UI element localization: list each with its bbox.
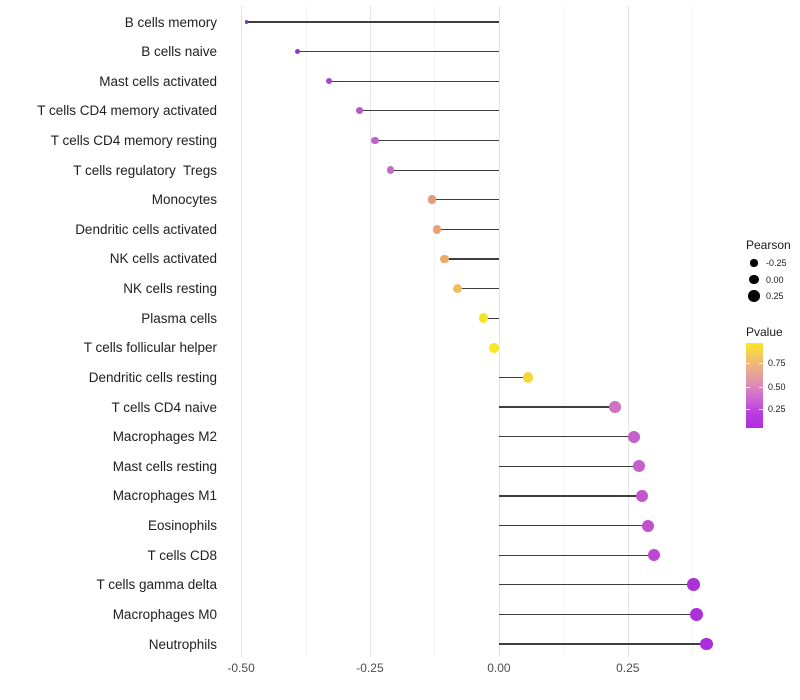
lollipop-stick [437, 228, 499, 230]
data-point [633, 460, 646, 473]
category-label: Plasma cells [141, 310, 217, 326]
category-label: Dendritic cells resting [88, 369, 217, 385]
data-point [453, 284, 463, 294]
lollipop-stick [297, 51, 499, 53]
data-point [488, 342, 499, 353]
lollipop-stick [483, 317, 499, 319]
grid-minor-line [692, 6, 694, 657]
data-point [244, 20, 248, 24]
lollipop-stick [498, 524, 649, 527]
color-legend-title: Pvalue [746, 325, 783, 339]
category-label: Macrophages M1 [112, 488, 217, 504]
colorbar-tick [746, 409, 750, 410]
data-point [371, 136, 379, 145]
size-legend-dot [749, 274, 759, 285]
category-label: T cells gamma delta [96, 577, 217, 593]
category-label: Neutrophils [148, 636, 217, 652]
data-point [642, 519, 655, 532]
lollipop-stick [498, 376, 529, 379]
grid-minor-line [305, 6, 307, 657]
x-tick-label: -0.50 [227, 661, 255, 675]
data-point [325, 78, 332, 85]
data-point [440, 254, 450, 264]
colorbar-tick [759, 363, 763, 364]
data-point [427, 195, 437, 204]
pvalue-colorbar [746, 343, 763, 428]
size-legend-label: 0.25 [766, 291, 784, 301]
category-label: Dendritic cells activated [75, 221, 217, 237]
data-point [478, 313, 489, 323]
category-label: T cells CD4 memory activated [37, 103, 217, 119]
category-label: NK cells resting [123, 281, 217, 297]
grid-minor-line [434, 6, 436, 657]
lollipop-stick [246, 21, 499, 23]
category-label: B cells memory [124, 14, 217, 30]
colorbar-tick-label: 0.25 [768, 404, 786, 414]
x-tick-label: -0.25 [356, 661, 384, 675]
data-point [628, 430, 640, 443]
colorbar-tick [746, 363, 750, 364]
lollipop-stick [498, 643, 707, 645]
colorbar-tick [759, 387, 763, 388]
lollipop-stick [444, 258, 499, 260]
colorbar-tick-label: 0.50 [768, 382, 786, 392]
data-point [686, 578, 700, 592]
data-point [690, 608, 703, 621]
category-label: NK cells activated [109, 251, 217, 267]
lollipop-stick [431, 199, 499, 201]
category-label: B cells naive [141, 44, 217, 60]
category-label: T cells regulatory Tregs [73, 162, 217, 178]
data-point [523, 372, 534, 383]
lollipop-stick [359, 110, 499, 112]
size-legend-dot [748, 290, 760, 302]
data-point [295, 48, 301, 55]
category-label: T cells CD4 naive [111, 399, 217, 415]
lollipop-stick [498, 584, 694, 586]
size-legend-title: Pearson [746, 238, 791, 252]
grid-major-line [627, 6, 629, 657]
lollipop-stick [498, 436, 634, 438]
colorbar-tick [746, 387, 750, 388]
category-label: T cells follicular helper [83, 340, 217, 356]
lollipop-stick [328, 80, 499, 82]
data-point [636, 489, 649, 502]
category-label: Macrophages M0 [112, 606, 217, 622]
size-legend-label: -0.25 [766, 258, 787, 268]
colorbar-tick-label: 0.75 [768, 358, 786, 368]
data-point [609, 401, 621, 413]
category-label: Eosinophils [147, 518, 217, 534]
colorbar-tick [759, 409, 763, 410]
data-point [432, 225, 442, 234]
x-tick-label: 0.00 [487, 661, 511, 675]
data-point [647, 549, 660, 562]
size-legend-label: 0.00 [766, 274, 784, 285]
category-label: Mast cells activated [99, 73, 217, 89]
category-label: Monocytes [151, 192, 217, 208]
grid-minor-line [563, 6, 565, 657]
lollipop-stick [375, 139, 499, 142]
lollipop-stick [498, 554, 654, 556]
lollipop-stick [498, 465, 640, 467]
category-label: T cells CD8 [147, 547, 217, 563]
size-legend-dot [750, 259, 758, 267]
category-label: Mast cells resting [112, 458, 217, 474]
category-label: T cells CD4 memory resting [50, 132, 217, 148]
grid-major-line [498, 6, 500, 657]
data-point [386, 166, 395, 174]
grid-major-line [369, 6, 371, 657]
category-label: Macrophages M2 [112, 429, 217, 445]
lollipop-stick [498, 495, 643, 497]
grid-major-line [241, 6, 243, 657]
data-point [700, 637, 714, 651]
lollipop-stick [457, 287, 499, 290]
data-point [356, 107, 364, 115]
lollipop-stick [390, 169, 499, 171]
x-tick-label: 0.25 [616, 661, 640, 675]
lollipop-stick [498, 613, 697, 615]
lollipop-stick [498, 406, 615, 408]
